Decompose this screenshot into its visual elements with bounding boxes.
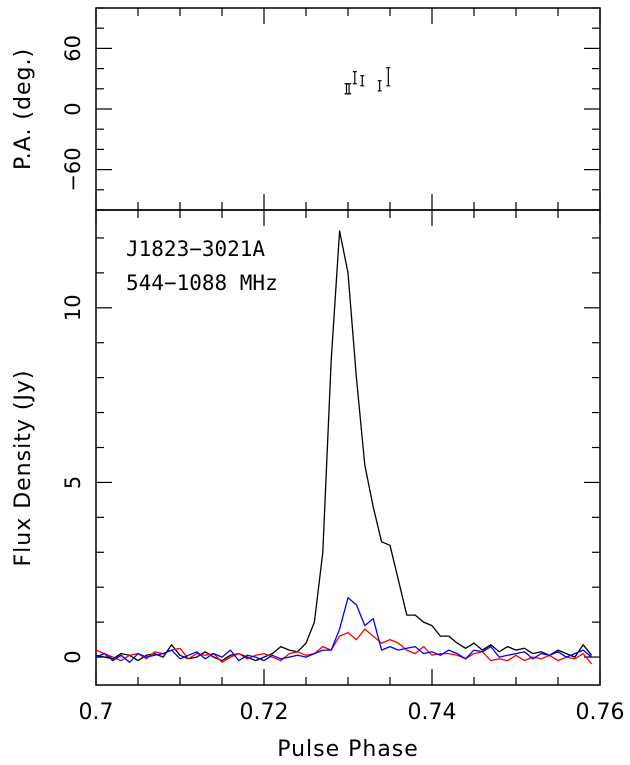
top-y-tick-labels: −60 0 60 [61,35,85,192]
top-y-axis-label: P.A. (deg.) [11,48,36,170]
flux-series [95,230,593,665]
linear-polarization-line [95,628,593,665]
pa-point [344,83,349,95]
x-tick-labels: 0.7 0.72 0.74 0.76 [79,700,625,725]
pa-point [352,71,357,85]
bottom-y-tick-label: 10 [61,294,85,321]
top-y-tick-label: −60 [61,147,85,191]
top-y-tick-label: 60 [61,35,85,62]
bottom-y-tick-label: 5 [61,476,85,489]
x-tick-label: 0.72 [240,700,289,725]
top-panel-frame [95,7,601,211]
x-tick-label: 0.76 [576,700,625,725]
x-tick-label: 0.74 [408,700,457,725]
total-intensity-line [95,230,593,662]
pa-points [344,66,391,95]
bottom-y-tick-label: 0 [61,650,85,663]
pa-point [347,83,352,95]
pa-point [377,80,382,92]
annotation-frequency-band: 544−1088 MHz [126,271,278,295]
pa-point [360,75,365,87]
x-axis-label: Pulse Phase [277,737,419,762]
x-tick-label: 0.7 [79,700,114,725]
circular-polarization-line [95,597,593,663]
top-y-tick-label: 0 [61,102,85,115]
annotation-source-name: J1823−3021A [126,237,265,261]
pa-point [386,66,391,87]
bottom-y-axis-label: Flux Density (Jy) [11,369,36,566]
axis-ticks [95,7,601,685]
bottom-y-tick-labels: 0 5 10 [61,294,85,663]
